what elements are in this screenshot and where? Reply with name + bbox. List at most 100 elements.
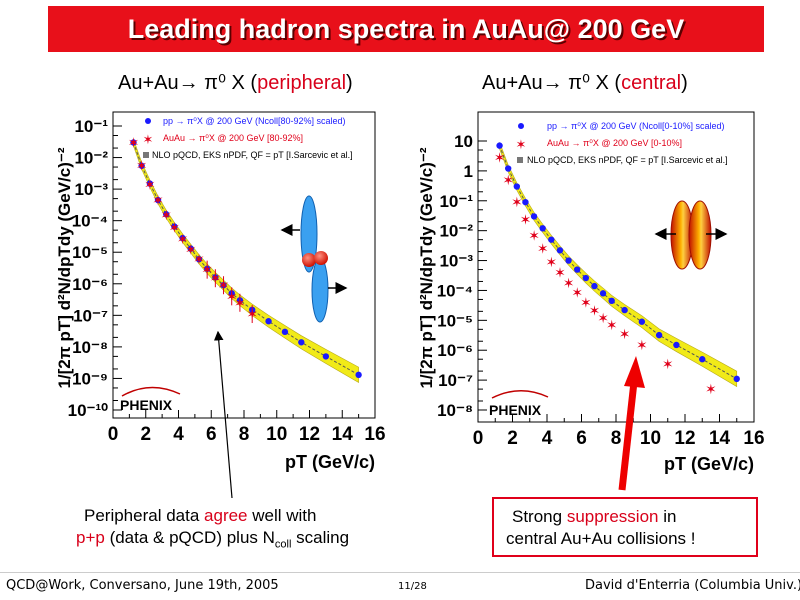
right-auau-point: ✶ <box>705 381 717 397</box>
suppression-note-keyword: suppression <box>566 507 659 526</box>
left-auau-point: ✶ <box>169 220 181 236</box>
peripheral-note-agree: agree <box>204 506 248 525</box>
right-auau-point: ✶ <box>520 211 532 227</box>
right-ytick-label: 10 <box>454 132 473 151</box>
peripheral-collision-icon <box>280 195 348 323</box>
right-auau-point: ✶ <box>545 254 557 270</box>
left-auau-point: ✶ <box>177 231 189 247</box>
right-xtick-label: 4 <box>542 428 553 449</box>
left-auau-point: ✶ <box>209 270 221 286</box>
left-ytick-label: 10⁻⁷ <box>73 306 108 325</box>
right-pp-point <box>599 290 607 297</box>
right-phenix-logo: PHENIX <box>489 390 549 418</box>
right-legend-auau: AuAu → π⁰X @ 200 GeV [0-10%] <box>547 138 682 148</box>
right-auau-point: ✶ <box>554 264 566 280</box>
left-ytick-label: 10⁻⁶ <box>72 275 108 294</box>
left-legend: pp → π⁰X @ 200 GeV (Ncoll[80-92%] scaled… <box>143 116 353 160</box>
peripheral-note-arrow <box>213 330 233 499</box>
right-chart: 1/[2π pT] d²N/dpTdy (GeV/c)⁻² pT (GeV/c)… <box>417 111 765 474</box>
right-subtitle-reaction: Au+Au→ π⁰ X ( <box>482 72 622 94</box>
left-pp-point <box>179 234 186 242</box>
right-pp-point <box>522 198 529 206</box>
left-xtick-label: 6 <box>206 424 217 445</box>
right-auau-point: ✶ <box>537 241 549 257</box>
left-pp-point <box>130 139 137 146</box>
right-auau-point: ✶ <box>662 356 674 372</box>
slide-title: Leading hadron spectra in AuAu@ 200 GeV <box>48 6 764 52</box>
left-legend-auau: AuAu → π⁰X @ 200 GeV [80-92%] <box>163 133 303 143</box>
right-pp-point <box>608 297 615 305</box>
right-auau-point: ✶ <box>619 326 631 342</box>
right-pp-point <box>638 318 646 325</box>
left-pp-point <box>298 339 305 346</box>
left-pp-point <box>322 353 330 360</box>
right-pp-point <box>496 142 503 149</box>
left-auau-point: ✶ <box>193 251 205 267</box>
right-legend-pp: pp → π⁰X @ 200 GeV (Ncoll[0-10%] scaled) <box>547 121 725 131</box>
left-auau-point: ✶ <box>185 242 197 258</box>
peripheral-note: Peripheral data agree well with p+p (dat… <box>76 505 350 555</box>
left-pp-point <box>163 211 170 218</box>
right-plot-frame <box>477 111 755 423</box>
right-legend: pp → π⁰X @ 200 GeV (Ncoll[0-10%] scaled)… <box>516 121 728 165</box>
right-pp-point <box>530 213 538 220</box>
right-pp-point <box>591 282 598 290</box>
left-ytick-label: 10⁻⁴ <box>72 212 108 231</box>
left-legend-auau-marker: ✶ <box>143 132 154 147</box>
right-ytick-label: 10⁻⁷ <box>438 371 473 390</box>
right-ytick-label: 10⁻² <box>439 222 473 241</box>
right-xtick-label: 2 <box>507 428 518 449</box>
left-legend-pp-marker <box>145 118 151 124</box>
right-legend-pp-marker <box>518 123 524 129</box>
left-xtick-label: 10 <box>266 424 287 445</box>
left-plot-frame <box>112 111 376 419</box>
right-auau-point: ✶ <box>571 285 583 301</box>
right-ytick-label: 10⁻⁵ <box>437 311 473 330</box>
left-ytick-label: 10⁻⁸ <box>72 338 108 357</box>
left-xtick-label: 12 <box>299 424 320 445</box>
right-xtick-label: 14 <box>709 428 731 449</box>
left-auau-point: ✶ <box>201 262 213 278</box>
footer-author: David d'Enterria (Columbia Univ.) <box>585 578 800 593</box>
left-chart: 1/[2π pT] d²N/dpTdy (GeV/c)⁻² pT (GeV/c)… <box>55 111 386 472</box>
left-ytick-label: 10⁻¹⁰ <box>68 401 109 420</box>
right-auau-point: ✶ <box>597 310 609 326</box>
right-pp-point <box>548 236 555 243</box>
suppression-note-box <box>492 497 758 557</box>
left-auau-point: ✶ <box>226 288 238 304</box>
right-pp-point <box>513 183 521 190</box>
left-xtick-label: 8 <box>239 424 250 445</box>
right-ytick-label: 10⁻⁴ <box>437 281 473 300</box>
left-auau-point: ✶ <box>128 134 140 150</box>
right-pp-point <box>565 257 572 264</box>
left-xtick-label: 16 <box>364 424 385 445</box>
right-xaxis-label: pT (GeV/c) <box>664 454 754 474</box>
right-pp-point <box>556 247 564 254</box>
left-pp-point <box>187 245 194 252</box>
left-ytick-label: 10⁻⁹ <box>72 369 108 388</box>
suppression-note: Strong suppression in central Au+Au coll… <box>506 506 695 550</box>
left-legend-pp: pp → π⁰X @ 200 GeV (Ncoll[80-92%] scaled… <box>163 116 346 126</box>
right-pp-point <box>504 165 512 172</box>
footer-conference: QCD@Work, Conversano, June 19th, 2005 <box>6 578 279 593</box>
right-phenix-logo-text: PHENIX <box>489 402 542 418</box>
left-pp-point <box>265 318 272 325</box>
left-pp-point <box>281 328 289 336</box>
left-ytick-label: 10⁻⁵ <box>72 243 108 262</box>
right-auau-point: ✶ <box>494 150 506 166</box>
left-xaxis-label: pT (GeV/c) <box>285 452 375 472</box>
peripheral-note-line2-c: scaling <box>291 528 350 547</box>
left-auau-point: ✶ <box>136 158 148 174</box>
right-pp-point <box>582 274 590 282</box>
suppression-note-line1: Strong suppression in <box>512 506 695 528</box>
suppression-note-line1-c: in <box>658 507 677 526</box>
left-pp-point <box>355 371 362 379</box>
left-phenix-logo: PHENIX <box>120 386 181 413</box>
left-pp-point <box>171 223 178 230</box>
right-ytick-label: 10⁻⁶ <box>437 341 473 360</box>
suppression-note-line1-a: Strong <box>512 507 567 526</box>
peripheral-note-line1-a: Peripheral data <box>84 506 205 525</box>
right-pp-point <box>539 225 546 232</box>
left-xtick-label: 2 <box>140 424 151 445</box>
